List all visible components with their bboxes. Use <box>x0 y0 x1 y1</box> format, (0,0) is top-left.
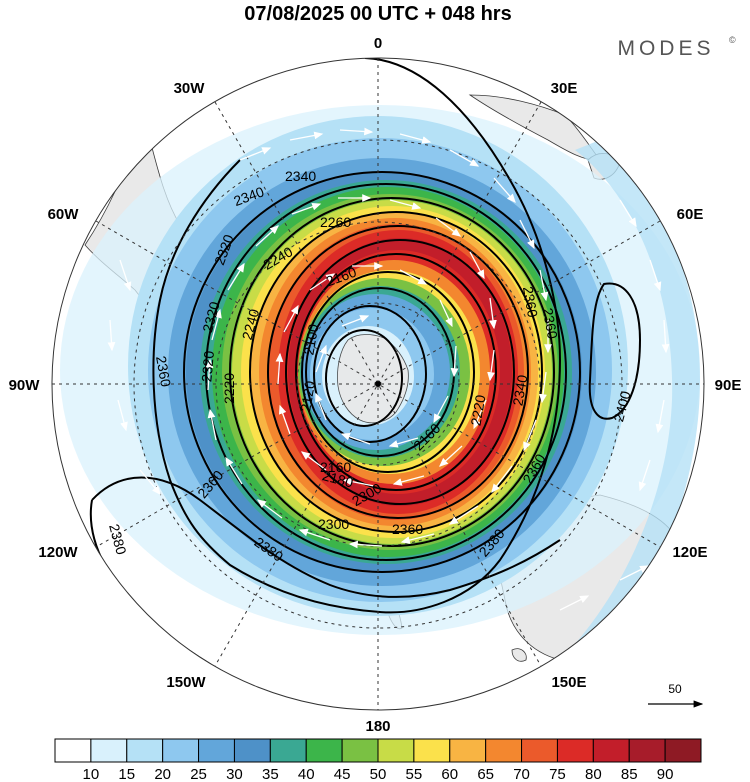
longitude-label-150w: 150W <box>166 674 206 691</box>
colorbar-tick-label: 75 <box>549 766 566 782</box>
colorbar-tick-label: 65 <box>477 766 494 782</box>
colorbar-tick-label: 70 <box>513 766 530 782</box>
longitude-label-180: 180 <box>365 718 390 735</box>
reference-vector-label: 50 <box>668 682 682 696</box>
colorbar-tick-label: 30 <box>226 766 243 782</box>
longitude-label-150e: 150E <box>551 674 586 691</box>
colorbar-swatch <box>377 738 415 763</box>
colorbar: 10 15 20 25 30 35 40 45 50 55 60 65 70 75 80 85 90 <box>54 738 702 782</box>
colorbar-tick-label: 15 <box>118 766 135 782</box>
contour-label: 2320 <box>199 300 223 334</box>
contour-label: 2120 <box>297 379 318 413</box>
contour-label: 2240 <box>239 307 263 341</box>
colorbar-swatch <box>449 738 487 763</box>
colorbar-swatch <box>592 738 630 763</box>
contour-label: 2340 <box>509 373 530 407</box>
longitude-label-90e: 90E <box>715 377 742 394</box>
reference-vector: 50 <box>648 682 704 708</box>
colorbar-tick-label: 20 <box>154 766 171 782</box>
brand-copyright-mark: © <box>729 35 736 45</box>
height-contours <box>89 58 642 710</box>
colorbar-tick-label: 25 <box>190 766 207 782</box>
colorbar-tick-label: 55 <box>406 766 423 782</box>
colorbar-tick-label: 90 <box>657 766 674 782</box>
colorbar-swatch <box>413 738 451 763</box>
colorbar-tick-label: 50 <box>370 766 387 782</box>
tasmania-landmass <box>511 648 527 662</box>
contour-label: 2260 <box>320 214 351 230</box>
longitude-label-60w: 60W <box>48 206 80 223</box>
colorbar-tick-label: 80 <box>585 766 602 782</box>
colorbar-tick-label: 45 <box>334 766 351 782</box>
colorbar-tick-label: 60 <box>441 766 458 782</box>
colorbar-swatch <box>54 738 92 763</box>
longitude-label-90w: 90W <box>9 377 41 394</box>
colorbar-tick-label: 40 <box>298 766 315 782</box>
colorbar-swatch <box>233 738 271 763</box>
colorbar-swatch <box>90 738 128 763</box>
chart-title: 07/08/2025 00 UTC + 048 hrs <box>244 3 511 25</box>
colorbar-swatch <box>198 738 235 763</box>
contour-label: 2180 <box>321 467 355 491</box>
contour-label: 2220 <box>467 393 488 427</box>
colorbar-tick-label: 35 <box>262 766 279 782</box>
wind-vectors <box>107 127 670 641</box>
colorbar-swatch <box>162 738 200 763</box>
colorbar-swatch <box>521 738 558 763</box>
contour-label: 2220 <box>221 373 237 404</box>
colorbar-swatch <box>485 738 523 763</box>
longitude-label-60e: 60E <box>677 206 704 223</box>
contour-label: 2340 <box>285 168 316 184</box>
longitude-labels: 0 30E 60E 90E 120E 150E 180 150W 120W 90… <box>9 35 742 735</box>
map-disk <box>52 58 704 710</box>
contour-label: 2360 <box>153 355 174 389</box>
brand-logo: MODES <box>617 37 714 60</box>
colorbar-swatch <box>305 738 343 763</box>
longitude-label-120w: 120W <box>38 544 78 561</box>
longitude-label-0: 0 <box>374 35 382 52</box>
longitude-label-120e: 120E <box>672 544 707 561</box>
colorbar-swatch <box>664 738 702 763</box>
contour-label: 2320 <box>198 350 217 383</box>
colorbar-swatch <box>556 738 594 763</box>
contour-label: 2360 <box>392 521 423 537</box>
colorbar-swatch <box>341 738 379 763</box>
colorbar-tick-label: 10 <box>83 766 100 782</box>
colorbar-swatch <box>269 738 307 763</box>
contour-label: 2360 <box>540 307 561 341</box>
contour-label: 2300 <box>318 516 349 532</box>
colorbar-swatch <box>126 738 164 763</box>
south-pole-point <box>375 381 381 387</box>
contour-label: 2360 <box>520 285 541 319</box>
contour-label: 2400 <box>610 389 634 423</box>
contour-label: 2100 <box>300 323 321 357</box>
longitude-label-30w: 30W <box>174 80 206 97</box>
contour-label: 2380 <box>106 522 130 556</box>
colorbar-swatch <box>628 738 666 763</box>
longitude-label-30e: 30E <box>551 80 578 97</box>
colorbar-tick-label: 85 <box>621 766 638 782</box>
map-boundary <box>51 57 705 711</box>
contour-label: 2160 <box>320 459 351 475</box>
